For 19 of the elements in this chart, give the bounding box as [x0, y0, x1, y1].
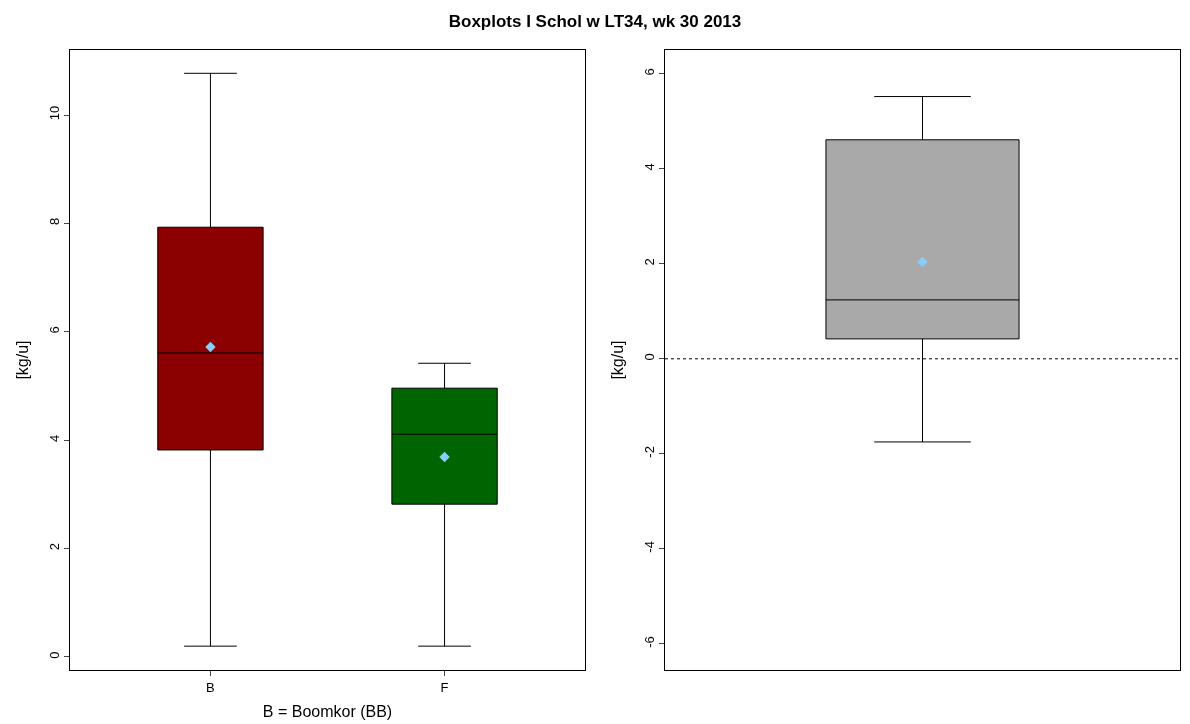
y-tick-label: 2 — [641, 258, 657, 266]
y-tick-label: 6 — [46, 326, 62, 334]
x-tick-label: B — [206, 679, 215, 695]
y-axis-title: [kg/u] — [609, 340, 626, 380]
y-tick-label: 0 — [46, 651, 62, 659]
y-tick-label: 4 — [641, 163, 657, 171]
y-tick-label: 2 — [46, 543, 62, 551]
y-tick-label: -2 — [641, 446, 657, 458]
y-tick-label: 4 — [46, 434, 62, 442]
chart-title: Boxplots I Schol w LT34, wk 30 2013 — [447, 11, 743, 33]
x-axis-title: B = Boomkor (BB) — [262, 703, 393, 720]
y-tick-label: 0 — [641, 353, 657, 361]
y-tick-label: -4 — [641, 541, 657, 553]
y-tick-label: 6 — [641, 68, 657, 76]
y-tick-label: 8 — [46, 217, 62, 226]
x-tick-label: F — [440, 679, 449, 695]
y-tick-label: 10 — [46, 105, 62, 121]
y-tick-label: -6 — [641, 636, 657, 648]
y-axis-title: [kg/u] — [14, 340, 31, 380]
